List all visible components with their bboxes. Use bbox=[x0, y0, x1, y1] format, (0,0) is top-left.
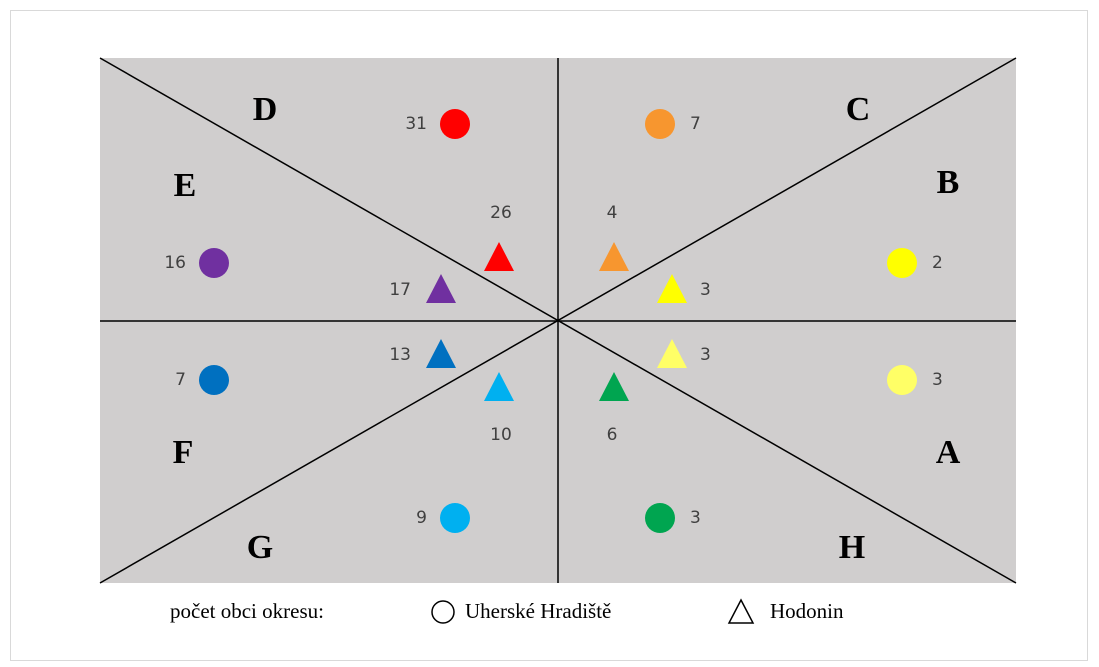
marker-value: 17 bbox=[389, 280, 411, 300]
marker-circle bbox=[887, 248, 917, 278]
marker-circle bbox=[440, 503, 470, 533]
marker-triangle bbox=[484, 372, 514, 401]
marker-triangle bbox=[484, 242, 514, 271]
marker-triangle bbox=[426, 274, 456, 303]
marker-value: 31 bbox=[405, 114, 427, 134]
marker-value: 13 bbox=[389, 345, 411, 365]
marker-triangle bbox=[426, 339, 456, 368]
legend-circle bbox=[431, 600, 455, 624]
marker-value: 3 bbox=[690, 508, 701, 528]
marker-value: 6 bbox=[607, 425, 618, 445]
marker-triangle bbox=[657, 274, 687, 303]
legend-title: počet obci okresu: bbox=[170, 599, 324, 623]
marker-circle bbox=[440, 109, 470, 139]
marker-circle bbox=[199, 365, 229, 395]
dividers bbox=[99, 57, 1017, 584]
marker-value: 2 bbox=[932, 253, 943, 273]
sector-label: A bbox=[936, 434, 961, 471]
marker-circle bbox=[645, 109, 675, 139]
marker-value: 3 bbox=[700, 345, 711, 365]
marker-triangle bbox=[599, 242, 629, 271]
marker-value: 9 bbox=[416, 508, 427, 528]
marker-triangle bbox=[657, 339, 687, 368]
marker-value: 7 bbox=[690, 114, 701, 134]
marker-circle bbox=[645, 503, 675, 533]
marker-value: 4 bbox=[607, 203, 618, 223]
marker-triangle bbox=[599, 372, 629, 401]
sector-label: G bbox=[247, 529, 273, 566]
marker-value: 3 bbox=[700, 280, 711, 300]
legend-triangle-label: Hodonin bbox=[770, 599, 844, 623]
content: D C E B F A G H 31 7 16 2 7 3 9 3 26 4 17 3 13 3 10 6 bbox=[164, 91, 960, 566]
marker-value: 7 bbox=[175, 370, 186, 390]
sector-label: F bbox=[173, 434, 194, 471]
marker-value: 16 bbox=[164, 253, 186, 273]
sector-label: C bbox=[846, 91, 871, 128]
legend-circle-label: Uherské Hradiště bbox=[465, 599, 611, 623]
marker-value: 26 bbox=[490, 203, 512, 223]
marker-circle bbox=[199, 248, 229, 278]
marker-value: 3 bbox=[932, 370, 943, 390]
marker-value: 10 bbox=[490, 425, 512, 445]
marker-circle bbox=[887, 365, 917, 395]
divider bbox=[99, 57, 1017, 584]
legend-triangle bbox=[727, 598, 755, 624]
sector-label: D bbox=[253, 91, 278, 128]
sector-label: B bbox=[937, 164, 960, 201]
sector-label: E bbox=[174, 167, 197, 204]
sector-label: H bbox=[839, 529, 865, 566]
